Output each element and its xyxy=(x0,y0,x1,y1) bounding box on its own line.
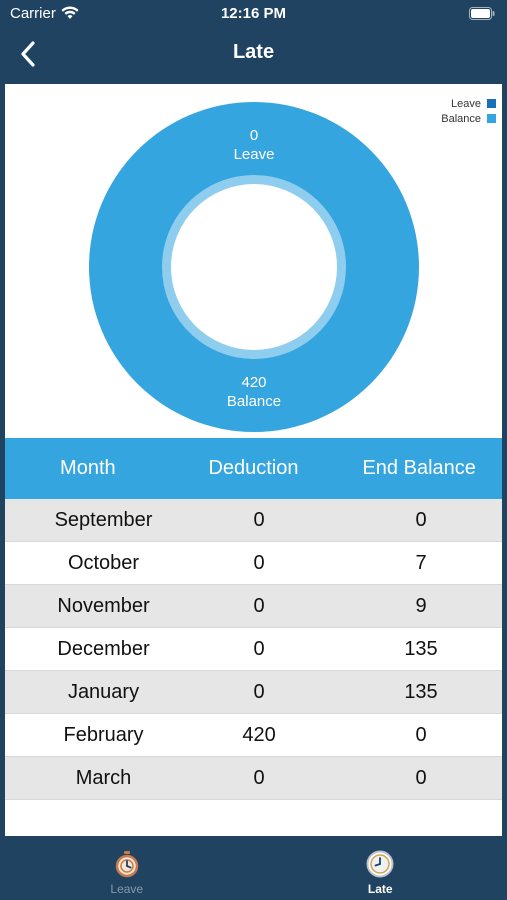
tab-label: Leave xyxy=(110,882,144,896)
back-button[interactable] xyxy=(10,36,46,72)
wifi-icon xyxy=(61,6,79,19)
cell-deduction: 0 xyxy=(253,680,265,703)
cell-month: March xyxy=(75,766,132,789)
legend-swatch xyxy=(487,114,496,123)
tab-label: Late xyxy=(367,882,393,896)
navigation-bar: Late xyxy=(0,28,507,80)
carrier-label: Carrier xyxy=(10,5,56,22)
cell-month: October xyxy=(67,551,140,574)
cell-month: December xyxy=(57,637,150,660)
clock-icon xyxy=(366,850,394,878)
cell-month: February xyxy=(63,723,144,746)
slice-value-balance: 420 xyxy=(241,374,267,391)
cell-end-balance: 7 xyxy=(415,551,427,574)
column-header-end-balance: End Balance xyxy=(362,457,476,479)
table-row: September 0 0 xyxy=(5,499,502,542)
slice-name-leave: Leave xyxy=(233,146,275,163)
tab-leave[interactable]: Leave xyxy=(0,840,254,900)
clock: 12:16 PM xyxy=(220,5,287,22)
cell-month: November xyxy=(57,594,150,617)
battery-icon xyxy=(469,7,495,20)
column-header-month: Month xyxy=(60,457,116,479)
table-row: January 0 135 xyxy=(5,671,502,714)
cell-end-balance: 9 xyxy=(415,594,427,617)
chart-legend: Leave Balance xyxy=(441,96,496,126)
table-row: November 0 9 xyxy=(5,585,502,628)
cell-month: January xyxy=(67,680,140,703)
column-header-deduction: Deduction xyxy=(208,457,299,479)
legend-label: Leave xyxy=(451,97,481,110)
cell-deduction: 0 xyxy=(253,594,265,617)
legend-item-balance: Balance xyxy=(441,111,496,126)
table-body: September 0 0 October 0 7 November 0 9 December 0 1… xyxy=(5,499,502,800)
late-summary-panel: 0 Leave 420 Balance Leave Balance Month … xyxy=(5,84,502,836)
page-title: Late xyxy=(232,41,275,63)
legend-item-leave: Leave xyxy=(441,96,496,111)
cell-deduction: 0 xyxy=(253,637,265,660)
cell-end-balance: 135 xyxy=(404,637,438,660)
slice-value-leave: 0 xyxy=(249,127,259,144)
status-bar: Carrier 12:16 PM xyxy=(0,0,507,28)
legend-swatch xyxy=(487,99,496,108)
cell-deduction: 420 xyxy=(242,723,276,746)
cell-end-balance: 135 xyxy=(404,680,438,703)
cell-end-balance: 0 xyxy=(415,508,427,531)
slice-name-balance: Balance xyxy=(226,393,282,410)
tab-late[interactable]: Late xyxy=(254,840,507,900)
chevron-left-icon xyxy=(21,41,35,67)
cell-month: September xyxy=(54,508,153,531)
monthly-table: Month Deduction End Balance September 0 0 O… xyxy=(5,438,502,800)
chart-hole xyxy=(171,184,337,350)
table-row: December 0 135 xyxy=(5,628,502,671)
stopwatch-icon xyxy=(115,851,138,878)
cell-end-balance: 0 xyxy=(415,723,427,746)
table-row: October 0 7 xyxy=(5,542,502,585)
tab-bar: Leave Late xyxy=(0,840,507,900)
table-row: March 0 0 xyxy=(5,757,502,800)
cell-deduction: 0 xyxy=(253,551,265,574)
table-header: Month Deduction End Balance xyxy=(5,438,502,499)
cell-deduction: 0 xyxy=(253,766,265,789)
table-row: February 420 0 xyxy=(5,714,502,757)
slice-label-balance: 420 Balance xyxy=(174,373,334,411)
slice-label-leave: 0 Leave xyxy=(174,126,334,164)
cell-end-balance: 0 xyxy=(415,766,427,789)
donut-chart xyxy=(89,102,419,432)
legend-label: Balance xyxy=(441,112,481,125)
cell-deduction: 0 xyxy=(253,508,265,531)
